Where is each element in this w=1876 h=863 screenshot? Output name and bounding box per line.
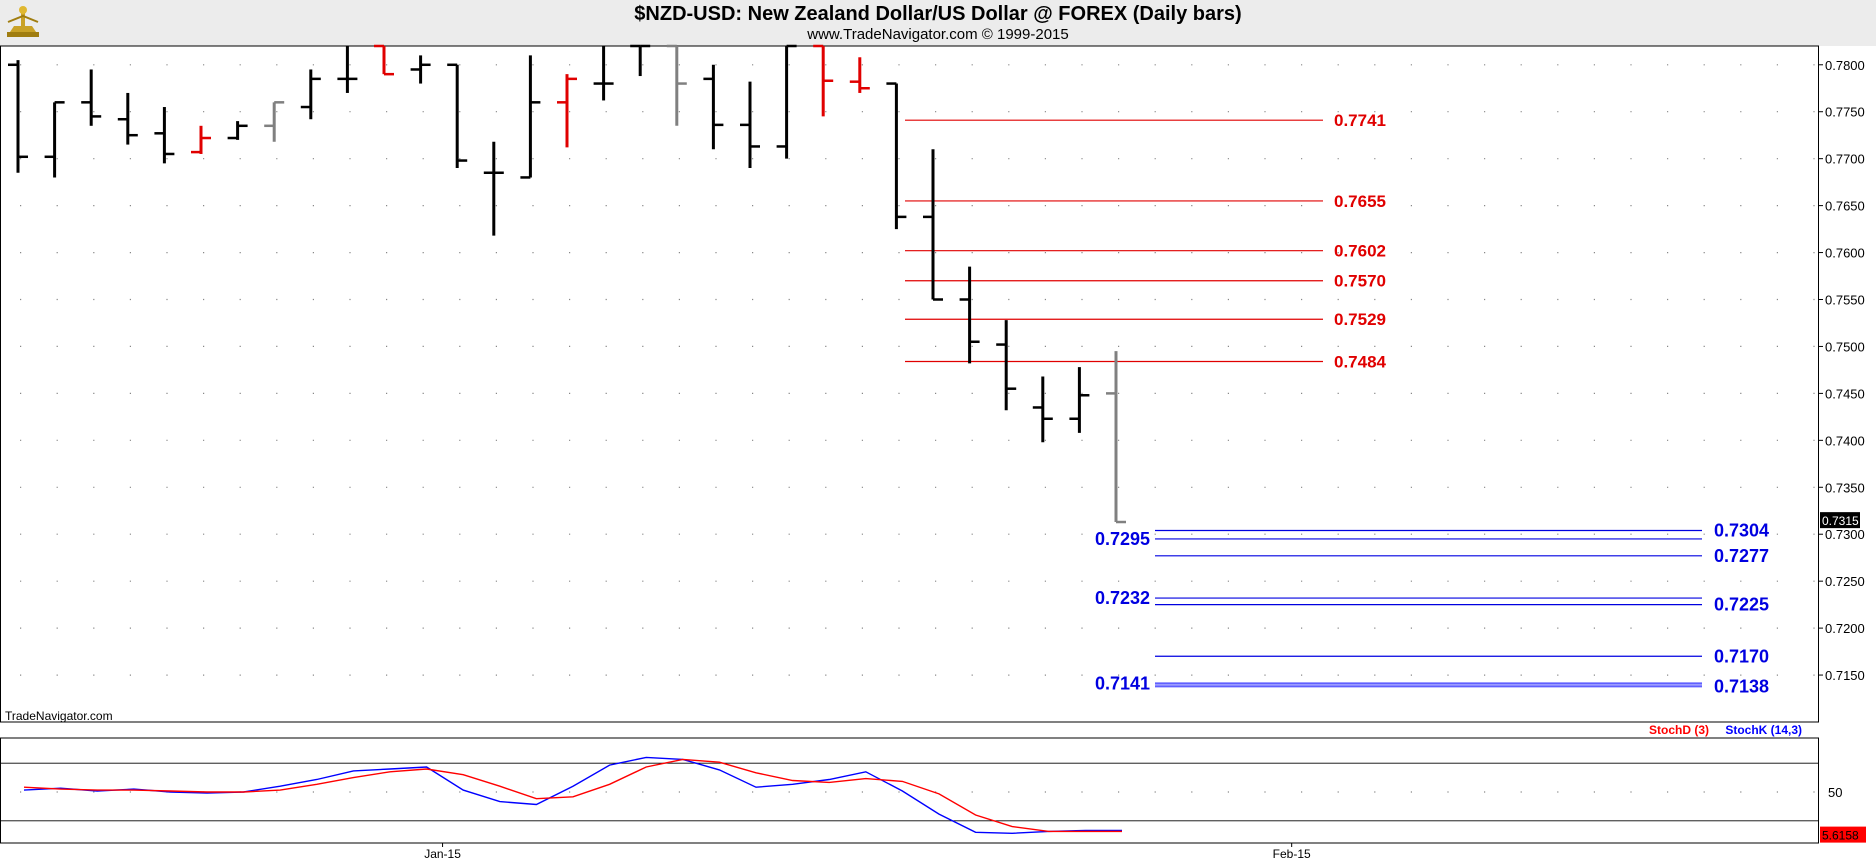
resistance-label: 0.7655 xyxy=(1334,192,1386,211)
last-price-label: 0.7315 xyxy=(1822,514,1859,528)
support-label-left: 0.7232 xyxy=(1095,588,1150,608)
chart-title: $NZD-USD: New Zealand Dollar/US Dollar @… xyxy=(634,3,1242,25)
ohlc-bar xyxy=(44,101,65,178)
last-price-marker xyxy=(1820,512,1860,529)
price-y-tick-label: 0.7600 xyxy=(1825,246,1865,261)
price-y-tick-label: 0.7750 xyxy=(1825,105,1865,120)
resistance-label: 0.7529 xyxy=(1334,310,1386,329)
ohlc-bar xyxy=(337,46,358,93)
ohlc-bar xyxy=(813,44,834,117)
legend-stochd: StochD (3) xyxy=(1649,723,1709,737)
ohlc-bar xyxy=(959,266,980,364)
ohlc-bar xyxy=(996,320,1017,411)
ohlc-bar xyxy=(849,57,870,93)
price-y-tick-label: 0.7150 xyxy=(1825,668,1865,683)
price-y-tick-label: 0.7200 xyxy=(1825,621,1865,636)
ohlc-bar xyxy=(191,125,211,154)
stoch-y-tick-label: 50 xyxy=(1828,785,1842,800)
ohlc-bar xyxy=(1069,367,1090,433)
price-panel-frame xyxy=(0,45,1819,723)
ohlc-bar xyxy=(740,81,760,169)
chart-subtitle: www.TradeNavigator.com © 1999-2015 xyxy=(807,26,1069,43)
resistance-label: 0.7602 xyxy=(1334,242,1386,261)
support-label-left: 0.7141 xyxy=(1095,674,1150,694)
price-y-tick-label: 0.7550 xyxy=(1825,293,1865,308)
stoch-panel-frame xyxy=(0,737,1819,844)
price-y-tick-label: 0.7700 xyxy=(1825,152,1865,167)
support-label-right: 0.7138 xyxy=(1714,676,1769,696)
ohlc-bar xyxy=(117,92,138,145)
x-axis-tick-label: Jan-15 xyxy=(424,847,461,861)
price-y-tick-label: 0.7250 xyxy=(1825,574,1865,589)
resistance-label: 0.7570 xyxy=(1334,272,1386,291)
ohlc-bar xyxy=(154,107,175,164)
ohlc-bar xyxy=(886,82,907,230)
ohlc-bar xyxy=(81,69,102,126)
ohlc-bar xyxy=(447,63,468,169)
x-axis-tick-label: Feb-15 xyxy=(1273,847,1311,861)
support-label-right: 0.7225 xyxy=(1714,595,1769,615)
price-y-tick-label: 0.7400 xyxy=(1825,433,1865,448)
stoch-last-value-marker xyxy=(1820,826,1866,843)
price-panel: 0.7800 0.7750 0.7700 0.7650 0.7600 0.7550 0.75… xyxy=(0,44,1865,723)
ohlc-bar xyxy=(1032,376,1053,443)
ohlc-bar xyxy=(410,55,431,84)
ohlc-bar xyxy=(264,101,285,142)
ohlc-bar xyxy=(483,141,504,236)
resistance-label: 0.7741 xyxy=(1334,111,1386,130)
compass-logo-icon xyxy=(7,6,39,37)
price-y-tick-label: 0.7350 xyxy=(1825,480,1865,495)
support-label-right: 0.7170 xyxy=(1714,646,1769,666)
ohlc-bar xyxy=(557,74,577,148)
watermark-label: TradeNavigator.com xyxy=(5,709,113,723)
price-y-tick-label: 0.7500 xyxy=(1825,339,1865,354)
stoch-series-line xyxy=(23,756,1122,835)
price-grid xyxy=(20,64,1815,676)
price-y-tick-label: 0.7650 xyxy=(1825,199,1865,214)
ohlc-bar xyxy=(923,149,943,301)
ohlc-bar xyxy=(8,60,28,173)
ohlc-bar xyxy=(520,55,541,179)
support-label-left: 0.7295 xyxy=(1095,529,1150,549)
stoch-series-line xyxy=(23,758,1122,833)
price-y-tick-label: 0.7300 xyxy=(1825,527,1865,542)
ohlc-bar xyxy=(593,46,614,101)
stoch-last-value-label: 5.6158 xyxy=(1822,829,1859,843)
ohlc-bar xyxy=(374,44,394,76)
support-label-right: 0.7277 xyxy=(1714,546,1769,566)
support-label-right: 0.7304 xyxy=(1714,520,1769,540)
ohlc-bar xyxy=(703,64,724,150)
ohlc-bar xyxy=(300,69,321,120)
ohlc-bar xyxy=(227,121,248,140)
price-y-tick-label: 0.7450 xyxy=(1825,386,1865,401)
resistance-label: 0.7484 xyxy=(1334,352,1387,371)
legend-stochk: StochK (14,3) xyxy=(1725,723,1802,737)
stochastic-panel: 50 StochD (3) StochK (14,3) 5.6158 Jan-15 Feb… xyxy=(0,723,1866,861)
ohlc-bar xyxy=(776,44,797,159)
ohlc-bar xyxy=(630,44,651,77)
price-y-tick-label: 0.7800 xyxy=(1825,58,1865,73)
ohlc-bar xyxy=(666,44,687,126)
ohlc-bar xyxy=(1106,351,1126,524)
chart-header: $NZD-USD: New Zealand Dollar/US Dollar @… xyxy=(0,0,1876,46)
